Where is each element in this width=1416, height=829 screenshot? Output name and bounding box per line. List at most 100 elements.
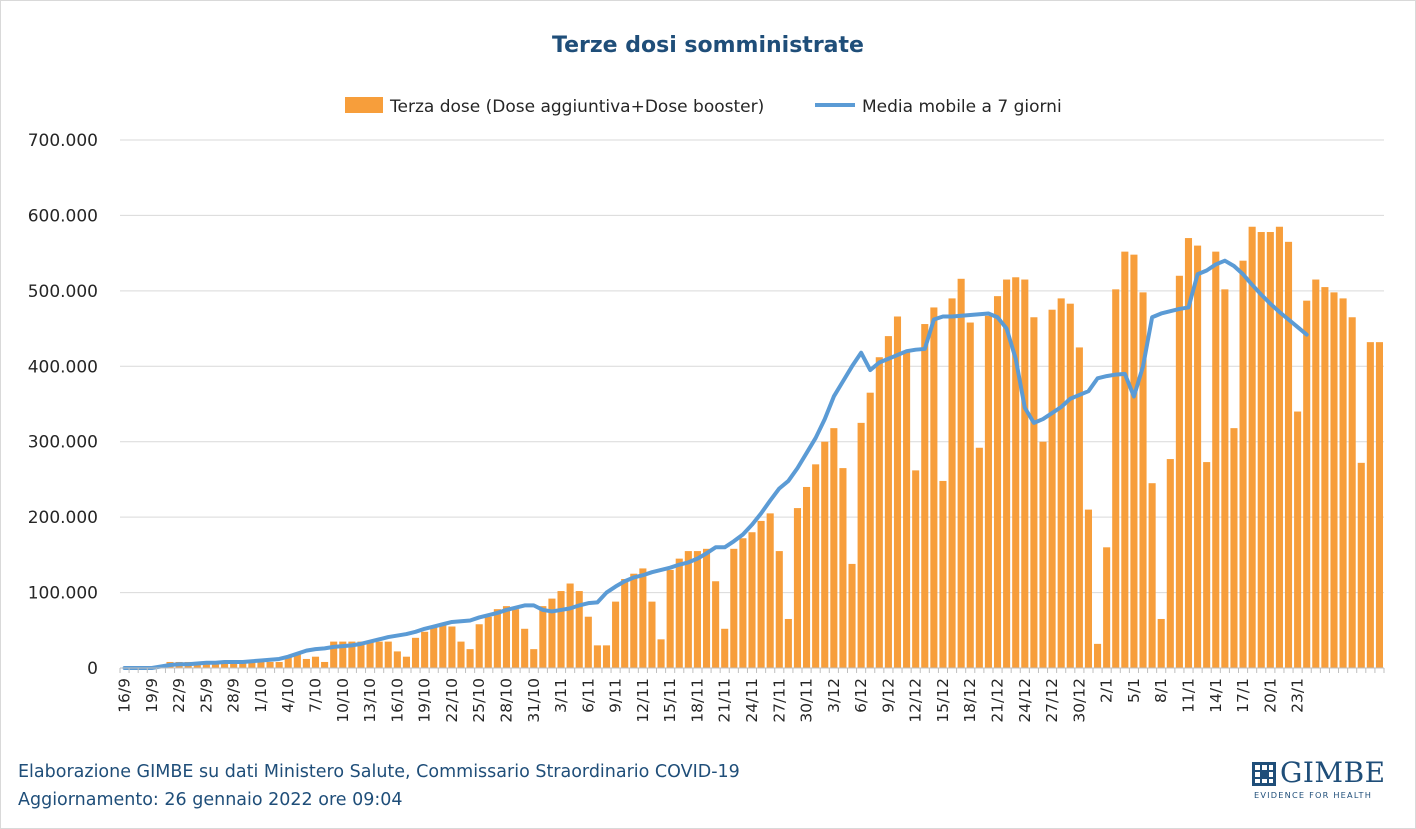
x-tick-label: 23/1 [1289,678,1307,713]
y-tick-label: 700.000 [28,131,98,151]
x-axis: 16/9 19/9 22/9 25/9 28/9 1/10 4/10 7/10 10/10 13/… [116,667,1385,723]
bar [493,609,501,668]
x-tick-label: 7/10 [307,678,325,713]
bar [330,641,338,668]
bar [784,618,792,668]
x-tick-label: 12/11 [634,678,652,723]
bar [712,581,720,668]
bar [1203,462,1211,668]
x-tick-label: 30/11 [798,678,816,723]
bar [1121,251,1129,668]
bar [857,422,865,668]
x-tick-label: 15/12 [934,678,952,723]
bar [1039,441,1047,668]
bar [1348,317,1356,668]
x-tick-label: 30/12 [1070,678,1088,723]
footer-updated: Aggiornamento: 26 gennaio 2022 ore 09:04 [18,790,403,810]
moving-average-series [122,258,1309,670]
x-tick-label: 31/10 [525,678,543,723]
x-tick-label: 3/11 [552,678,570,713]
bar [448,626,456,668]
bar [984,315,992,668]
bar [1157,618,1165,668]
bar [230,661,238,668]
bar [457,641,465,668]
x-tick-label: 25/10 [470,678,488,723]
x-tick-label: 8/1 [1152,678,1170,703]
bar [384,641,392,668]
bar [348,641,356,668]
bar [757,520,765,668]
bar [566,583,574,668]
bar [1212,251,1220,668]
bar [621,578,629,668]
bar [1184,238,1193,668]
x-tick-label: 22/10 [443,678,461,723]
bar [730,548,738,668]
gimbe-logo-mark-icon [1252,762,1276,786]
bar [848,563,856,668]
bar [1012,277,1020,668]
x-tick-label: 13/10 [361,678,379,723]
bar [1303,300,1311,668]
bar [748,532,756,668]
bar [675,558,683,668]
bar [657,639,665,668]
bar [702,548,711,668]
bar [693,551,701,668]
bar [1375,342,1383,668]
bar [1112,289,1120,668]
bar [721,628,729,668]
bar [875,357,883,668]
bar [512,609,520,668]
bar [266,661,274,668]
moving-average-line [122,258,1309,670]
bar [939,480,947,668]
legend: Terza dose (Dose aggiuntiva+Dose booster… [345,97,1062,117]
bar [1321,287,1329,668]
footer-source: Elaborazione GIMBE su dati Ministero Sal… [18,762,740,782]
bar [239,661,247,668]
bar [257,661,265,668]
bar [321,661,329,668]
bar [1221,289,1229,668]
bar [357,641,365,668]
bar [1312,279,1320,668]
bar-series [166,226,1383,669]
bar [1239,260,1247,668]
bar [484,616,492,668]
bar [1339,298,1347,668]
x-tick-label: 10/10 [334,678,352,723]
x-tick-label: 11/1 [1179,678,1197,713]
bar [948,298,956,668]
bar [930,307,938,668]
bar [1357,462,1365,668]
x-tick-label: 18/12 [961,678,979,723]
bar [1103,547,1111,668]
bar [1366,342,1374,668]
x-tick-label: 9/12 [879,678,897,713]
x-tick-label: 27/12 [1043,678,1061,723]
x-tick-label: 21/12 [989,678,1007,723]
x-tick-label: 6/11 [579,678,597,713]
bar [548,598,556,668]
bar [248,661,256,668]
bar [402,656,410,668]
bar [1130,254,1138,668]
bar [502,606,511,668]
bar [284,656,292,668]
bar [393,651,401,668]
bar [1148,483,1156,668]
x-tick-label: 19/10 [416,678,434,723]
bar [921,324,929,668]
bar [539,606,547,668]
x-tick-label: 25/9 [197,678,215,713]
bar [1330,292,1338,668]
x-tick-label: 20/1 [1261,678,1279,713]
bar [912,470,920,668]
bar [421,631,429,668]
x-tick-label: 5/1 [1125,678,1143,703]
x-tick-label: 3/12 [825,678,843,713]
bar [466,649,474,668]
bar [793,508,802,668]
